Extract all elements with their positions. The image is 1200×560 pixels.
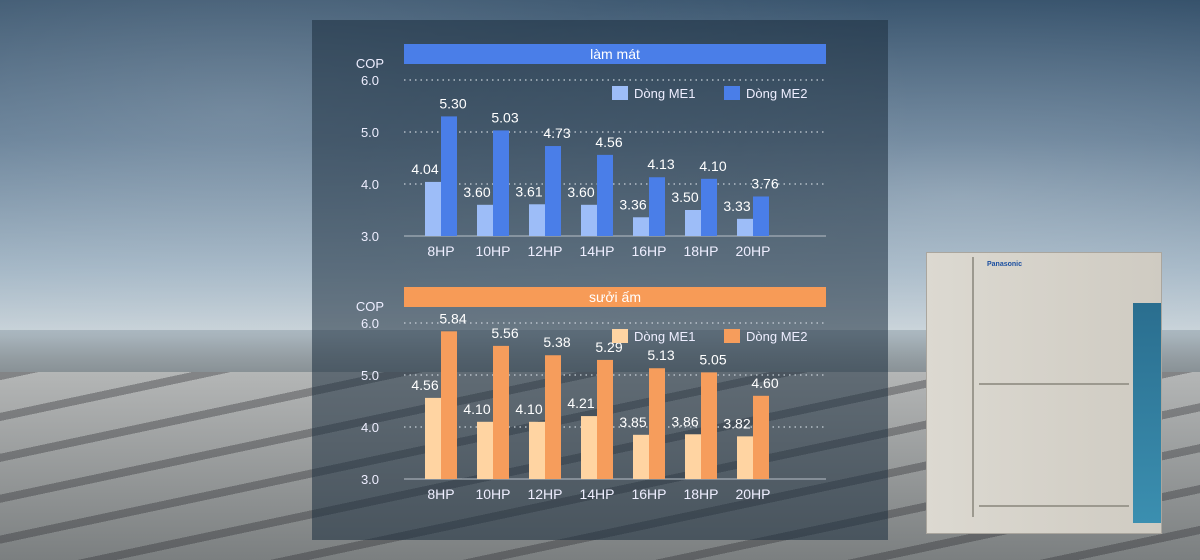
bar-dòng-me1 <box>477 204 493 236</box>
x-tick-label: 20HP <box>735 243 770 259</box>
x-tick-label: 14HP <box>579 486 614 502</box>
y-tick-label: 6.0 <box>361 316 379 331</box>
legend-swatch <box>612 329 628 343</box>
x-tick-label: 8HP <box>427 243 454 259</box>
bar-dòng-me2 <box>493 345 509 479</box>
x-tick-label: 18HP <box>683 486 718 502</box>
data-label: 5.84 <box>439 310 466 326</box>
legend-label: Dòng ME1 <box>634 329 695 344</box>
chart-title-bar <box>404 44 826 64</box>
bar-dòng-me1 <box>477 421 493 479</box>
legend-label: Dòng ME1 <box>634 86 695 101</box>
y-axis-label: COP <box>356 56 384 71</box>
data-label: 4.73 <box>543 125 570 141</box>
x-tick-label: 8HP <box>427 486 454 502</box>
data-label: 3.33 <box>723 198 750 214</box>
data-label: 4.04 <box>411 161 438 177</box>
x-tick-label: 10HP <box>475 486 510 502</box>
bar-dòng-me1 <box>685 210 701 236</box>
brand-logo: Panasonic <box>987 261 1023 268</box>
y-tick-label: 3.0 <box>361 229 379 244</box>
bar-dòng-me2 <box>753 395 769 479</box>
data-label: 5.38 <box>543 334 570 350</box>
bar-dòng-me2 <box>701 178 717 236</box>
data-label: 4.60 <box>751 375 778 391</box>
chart-title: sưởi ấm <box>589 289 641 305</box>
x-tick-label: 16HP <box>631 486 666 502</box>
bar-dòng-me1 <box>425 397 441 479</box>
bar-dòng-me1 <box>737 436 753 479</box>
bar-dòng-me1 <box>633 217 649 236</box>
ac-outdoor-unit-image: Panasonic <box>926 252 1162 534</box>
y-tick-label: 4.0 <box>361 420 379 435</box>
data-label: 5.05 <box>699 351 726 367</box>
data-label: 5.30 <box>439 95 466 111</box>
bar-dòng-me2 <box>441 331 457 479</box>
data-label: 5.13 <box>647 347 674 363</box>
legend-label: Dòng ME2 <box>746 86 807 101</box>
bar-dòng-me1 <box>581 204 597 236</box>
bar-dòng-me2 <box>701 372 717 479</box>
x-tick-label: 16HP <box>631 243 666 259</box>
bar-dòng-me2 <box>441 116 457 236</box>
legend-label: Dòng ME2 <box>746 329 807 344</box>
x-tick-label: 12HP <box>527 243 562 259</box>
bar-dòng-me1 <box>737 218 753 236</box>
y-tick-label: 3.0 <box>361 472 379 487</box>
bar-dòng-me2 <box>493 130 509 236</box>
data-label: 4.56 <box>595 134 622 150</box>
x-tick-label: 20HP <box>735 486 770 502</box>
data-label: 3.60 <box>463 184 490 200</box>
data-label: 4.13 <box>647 156 674 172</box>
chart-title: làm mát <box>590 46 640 62</box>
data-label: 4.56 <box>411 377 438 393</box>
data-label: 3.36 <box>619 196 646 212</box>
data-label: 5.56 <box>491 325 518 341</box>
bar-dòng-me2 <box>545 146 561 236</box>
bar-dòng-me1 <box>529 421 545 479</box>
bar-dòng-me2 <box>597 154 613 236</box>
bar-dòng-me1 <box>633 434 649 479</box>
data-label: 4.21 <box>567 395 594 411</box>
legend-swatch <box>612 86 628 100</box>
data-label: 3.85 <box>619 414 646 430</box>
data-label: 3.76 <box>751 175 778 191</box>
y-tick-label: 6.0 <box>361 73 379 88</box>
bar-dòng-me1 <box>581 416 597 479</box>
bar-dòng-me2 <box>649 368 665 479</box>
data-label: 3.82 <box>723 415 750 431</box>
bar-dòng-me2 <box>649 177 665 236</box>
y-tick-label: 5.0 <box>361 368 379 383</box>
x-tick-label: 14HP <box>579 243 614 259</box>
bar-dòng-me2 <box>753 196 769 236</box>
data-label: 5.03 <box>491 109 518 125</box>
data-label: 4.10 <box>699 158 726 174</box>
data-label: 3.86 <box>671 413 698 429</box>
bar-dòng-me2 <box>545 355 561 479</box>
x-tick-label: 10HP <box>475 243 510 259</box>
data-label: 4.10 <box>515 401 542 417</box>
data-label: 3.50 <box>671 189 698 205</box>
x-tick-label: 18HP <box>683 243 718 259</box>
legend-swatch <box>724 86 740 100</box>
bar-dòng-me1 <box>685 434 701 479</box>
data-label: 3.60 <box>567 184 594 200</box>
chart-title-bar <box>404 287 826 307</box>
data-label: 4.10 <box>463 401 490 417</box>
bar-dòng-me1 <box>425 181 441 236</box>
y-tick-label: 4.0 <box>361 177 379 192</box>
y-axis-label: COP <box>356 299 384 314</box>
x-tick-label: 12HP <box>527 486 562 502</box>
bar-dòng-me1 <box>529 204 545 236</box>
legend-swatch <box>724 329 740 343</box>
bar-dòng-me2 <box>597 359 613 479</box>
y-tick-label: 5.0 <box>361 125 379 140</box>
data-label: 3.61 <box>515 183 542 199</box>
